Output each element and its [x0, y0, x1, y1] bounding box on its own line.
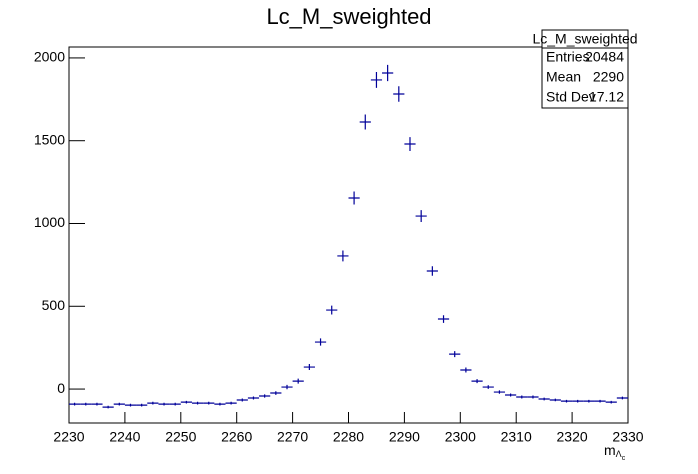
data-point [180, 400, 192, 404]
data-point [505, 393, 517, 397]
data-point [382, 64, 394, 82]
stats-label: Std Dev [546, 89, 596, 105]
data-point [158, 402, 170, 406]
x-axis-label: mΛc [604, 442, 626, 462]
data-point [471, 379, 483, 384]
data-point [482, 385, 494, 389]
data-point [326, 305, 338, 315]
stats-title: Lc_M_sweighted [532, 31, 637, 47]
stats-value: 20484 [585, 49, 624, 65]
data-point [449, 351, 461, 358]
data-point [191, 401, 204, 405]
data-point [549, 398, 561, 402]
x-tick-label: 2230 [53, 429, 84, 445]
x-tick-label: 2310 [501, 429, 532, 445]
x-tick-label: 2330 [612, 429, 643, 445]
data-point [247, 396, 260, 400]
data-point [516, 395, 528, 399]
data-point [136, 403, 148, 407]
stats-frame [541, 29, 629, 109]
x-tick-label: 2280 [333, 429, 364, 445]
data-point [270, 391, 282, 395]
data-point [147, 401, 159, 405]
data-point [214, 402, 226, 406]
stats-label: Entries [546, 49, 590, 65]
x-label-subsub: c [622, 455, 626, 462]
data-point [69, 402, 81, 406]
data-point [572, 399, 584, 403]
data-point [169, 402, 181, 406]
data-point [236, 398, 248, 402]
data-point [314, 338, 327, 346]
data-point [281, 384, 293, 390]
data-point [415, 210, 427, 223]
data-point [560, 399, 573, 403]
y-tick-label: 500 [42, 297, 66, 313]
data-point [359, 114, 371, 130]
data-point [91, 402, 103, 406]
data-point [102, 405, 114, 409]
x-tick-label: 2270 [277, 429, 308, 445]
data-point [583, 399, 595, 403]
data-point [80, 402, 92, 406]
data-point [616, 396, 628, 400]
x-tick-label: 2300 [445, 429, 476, 445]
data-point [337, 250, 349, 262]
data-point [594, 399, 606, 403]
data-point [437, 315, 450, 323]
data-point [605, 400, 617, 404]
data-point [124, 403, 137, 407]
stats-label: Mean [546, 69, 581, 85]
data-point [292, 378, 304, 384]
data-point [348, 191, 360, 205]
data-point [538, 397, 550, 401]
x-label-sub: Λ [616, 449, 622, 459]
data-point [493, 390, 506, 394]
data-point [259, 394, 271, 398]
data-point [460, 367, 472, 373]
stats-value: 17.12 [589, 89, 624, 105]
data-point [370, 72, 383, 88]
data-point [303, 364, 315, 371]
x-tick-label: 2290 [389, 429, 420, 445]
x-tick-label: 2240 [109, 429, 140, 445]
y-tick-label: 0 [57, 380, 65, 396]
x-tick-label: 2250 [165, 429, 196, 445]
data-point [527, 395, 539, 399]
stats-value: 2290 [593, 69, 624, 85]
data-point [393, 86, 405, 102]
data-point [404, 137, 416, 151]
y-tick-label: 2000 [34, 49, 65, 65]
data-point [203, 401, 215, 405]
chart-title: Lc_M_sweighted [266, 4, 431, 29]
data-point [426, 266, 438, 276]
x-tick-label: 2260 [221, 429, 252, 445]
x-tick-label: 2320 [557, 429, 588, 445]
x-label-base: m [604, 442, 616, 458]
y-tick-label: 1500 [34, 131, 65, 147]
y-tick-label: 1000 [34, 214, 65, 230]
data-point [225, 401, 237, 405]
data-point [113, 402, 125, 406]
